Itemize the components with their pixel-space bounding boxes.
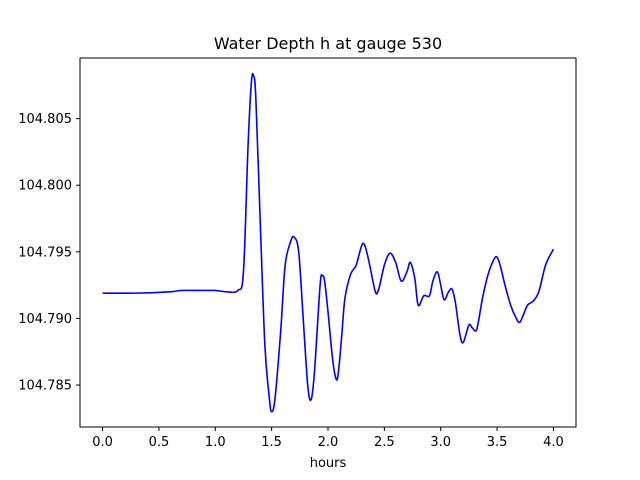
y-tick-label: 104.805 — [18, 112, 72, 127]
y-axis-ticks: 104.785 104.790 104.795 104.800 104.805 — [18, 112, 80, 394]
x-axis-title: hours — [310, 456, 347, 471]
axes-frame — [79, 57, 577, 428]
chart-title: Water Depth h at gauge 530 — [214, 34, 442, 53]
plot-layer — [102, 72, 555, 413]
x-tick-label: 2.0 — [318, 435, 339, 450]
x-tick-label: 3.5 — [487, 435, 508, 450]
series-line-0 — [102, 72, 555, 413]
x-tick-label: 3.0 — [430, 435, 451, 450]
y-tick-label: 104.795 — [18, 245, 72, 260]
y-tick-label: 104.785 — [18, 379, 72, 394]
x-tick-label: 2.5 — [374, 435, 395, 450]
x-tick-label: 0.0 — [92, 435, 113, 450]
x-tick-label: 1.0 — [205, 435, 226, 450]
x-tick-label: 4.0 — [543, 435, 564, 450]
y-tick-label: 104.790 — [18, 312, 72, 327]
x-tick-label: 0.5 — [149, 435, 170, 450]
y-tick-label: 104.800 — [18, 179, 72, 194]
x-axis-ticks: 0.0 0.5 1.0 1.5 2.0 2.5 3.0 3.5 4.0 — [92, 427, 564, 450]
x-tick-label: 1.5 — [261, 435, 282, 450]
